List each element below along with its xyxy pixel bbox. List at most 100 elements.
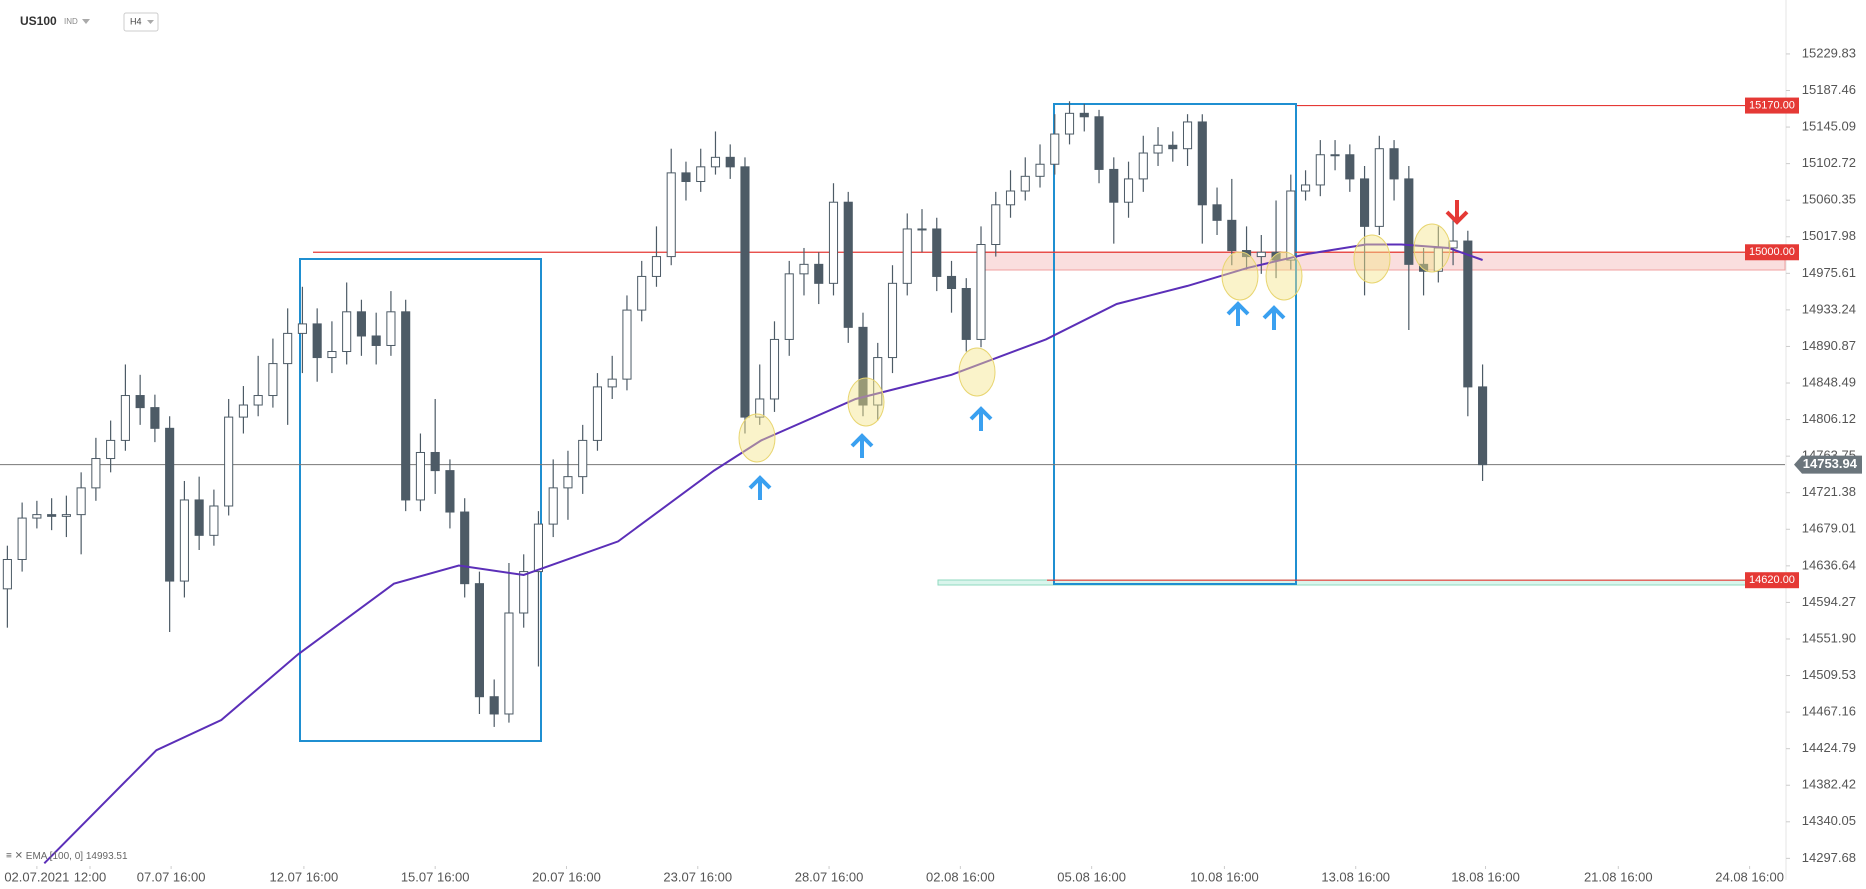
candle-body: [165, 427, 175, 582]
candle-body: [209, 505, 219, 536]
candle-body: [1138, 152, 1148, 180]
highlight-circle: [738, 413, 776, 463]
candle-body: [1330, 154, 1340, 157]
dropdown-caret[interactable]: [147, 20, 154, 24]
y-tick-label: 15187.46: [1802, 82, 1856, 97]
dropdown-caret[interactable]: [82, 19, 90, 24]
last-price-label: 14753.94: [1803, 456, 1858, 471]
candle-body: [1286, 190, 1296, 261]
last-price-box: [1794, 455, 1862, 474]
candle-body: [1271, 251, 1281, 261]
candle-body: [179, 499, 189, 582]
up-arrow: [850, 433, 874, 458]
y-tick-label: 14424.79: [1802, 740, 1856, 755]
x-tick-label: 15.07 16:00: [401, 869, 470, 884]
candle-body: [858, 326, 868, 406]
candle-body: [1182, 121, 1193, 150]
y-tick-label: 15102.72: [1802, 155, 1856, 170]
candle-body: [1227, 219, 1237, 252]
x-tick-label: 21.08 16:00: [1584, 869, 1653, 884]
candle-body: [32, 514, 42, 519]
candle-body: [504, 612, 514, 715]
market[interactable]: IND: [64, 17, 78, 26]
candle-body: [622, 309, 632, 380]
y-tick-label: 14340.05: [1802, 813, 1856, 828]
x-tick-label: 28.07 16:00: [795, 869, 864, 884]
candle-body: [1419, 263, 1429, 272]
candle-body: [268, 363, 278, 397]
candle-body: [283, 332, 293, 365]
candle-body: [976, 244, 986, 340]
candle-body: [1389, 148, 1399, 180]
candle-body: [563, 476, 573, 489]
candle-body: [120, 395, 130, 441]
candle-body: [356, 311, 366, 337]
timeframe[interactable]: H4: [130, 16, 142, 26]
y-tick-label: 14382.42: [1802, 777, 1856, 792]
candle-body: [194, 499, 204, 536]
candle-body: [430, 451, 440, 472]
candle-body: [238, 404, 248, 418]
candle-body: [725, 156, 735, 168]
candle-body: [1109, 168, 1119, 203]
y-tick-label: 15145.09: [1802, 118, 1856, 133]
highlight-circle: [958, 347, 996, 397]
level-label: 15170.00: [1749, 99, 1795, 111]
candle-body: [843, 201, 853, 328]
highlight-circle: [1413, 223, 1451, 273]
candle-body: [666, 172, 676, 258]
y-tick-label: 14933.24: [1802, 301, 1856, 316]
candle-body: [887, 282, 898, 359]
candle-body: [828, 201, 839, 284]
candle-body: [696, 166, 706, 183]
x-tick-label: 12:00: [74, 869, 107, 884]
x-tick-label: 02.08 16:00: [926, 869, 995, 884]
candle-body: [342, 311, 352, 353]
candle-body: [1064, 112, 1075, 135]
candle-body: [533, 523, 544, 573]
highlight-circle: [1221, 251, 1259, 301]
y-tick-label: 15229.83: [1802, 45, 1856, 60]
candle-body: [814, 263, 824, 284]
y-tick-label: 14890.87: [1802, 338, 1856, 353]
candle-body: [415, 451, 425, 501]
y-tick-label: 14551.90: [1802, 630, 1856, 645]
candle-body: [1020, 175, 1030, 192]
up-arrows: [748, 301, 1286, 500]
x-tick-label: 20.07 16:00: [532, 869, 601, 884]
up-arrow: [1262, 305, 1286, 330]
level-label: 15000.00: [1749, 246, 1795, 258]
x-tick-label: 13.08 16:00: [1321, 869, 1390, 884]
candle-body: [224, 416, 234, 507]
candle-body: [592, 386, 603, 441]
timeframe-selector[interactable]: [123, 12, 159, 32]
candle-body: [1301, 184, 1311, 192]
candle-body: [1256, 251, 1266, 258]
x-tick-label: 23.07 16:00: [663, 869, 732, 884]
candle-body: [297, 323, 307, 334]
candle-body: [932, 228, 942, 277]
candle-body: [946, 275, 957, 290]
drawings: [0, 0, 1787, 880]
level-label-box: [1745, 97, 1799, 114]
candle-body: [474, 583, 484, 698]
ema-line: [43, 243, 1483, 865]
candle-body: [1035, 163, 1045, 177]
x-tick-label: 02.07.2021: [4, 869, 69, 884]
x-tick-label: 24.08 16:00: [1715, 869, 1784, 884]
y-tick-label: 14509.53: [1802, 667, 1856, 682]
up-arrow: [1226, 301, 1250, 326]
annotations: [738, 200, 1469, 500]
candle-body: [1168, 144, 1178, 150]
candle-body: [106, 439, 116, 460]
x-tick-label: 07.07 16:00: [137, 869, 206, 884]
candle-body: [578, 439, 588, 478]
up-arrow: [969, 406, 993, 431]
candle-body: [1094, 116, 1104, 170]
range-box: [1053, 103, 1297, 585]
level-label-box: [1745, 572, 1799, 589]
candle-body: [1478, 386, 1488, 466]
candle-body: [76, 487, 86, 516]
